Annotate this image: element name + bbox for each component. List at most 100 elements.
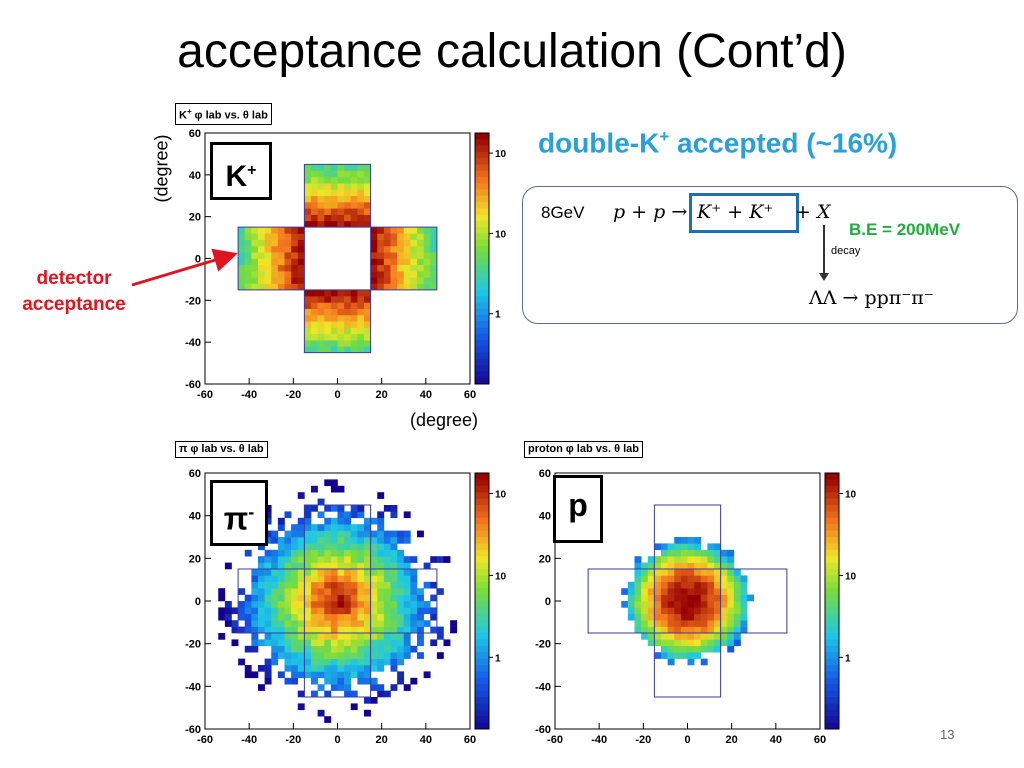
heatmap-cell xyxy=(727,620,735,627)
heatmap-cell xyxy=(397,613,405,621)
heatmap-cell xyxy=(694,633,702,640)
heatmap-cell xyxy=(390,233,398,240)
heatmap-cell xyxy=(271,652,279,659)
heatmap-cell xyxy=(330,517,338,525)
heatmap-cell xyxy=(364,709,371,717)
heatmap-cell xyxy=(720,620,728,627)
heatmap-cell xyxy=(357,530,365,538)
heatmap-cell xyxy=(680,607,688,615)
heatmap-cell xyxy=(627,607,635,615)
heatmap-cell xyxy=(304,308,312,316)
heatmap-cell xyxy=(324,652,332,659)
heatmap-cell xyxy=(344,594,352,602)
heatmap-cell xyxy=(740,575,748,583)
heatmap-cell xyxy=(297,652,305,659)
heatmap-cell xyxy=(304,652,312,659)
heatmap-cell xyxy=(417,639,424,647)
heatmap-cell xyxy=(714,645,721,653)
heatmap-cell xyxy=(647,613,655,621)
heatmap-cell xyxy=(364,543,371,551)
colorbar-segment xyxy=(825,556,839,564)
heatmap-cell xyxy=(430,283,438,291)
heatmap-cell xyxy=(264,233,272,240)
heatmap-cell xyxy=(694,543,702,551)
heatmap-cell xyxy=(238,277,246,284)
heatmap-cell xyxy=(350,626,358,634)
heatmap-cell xyxy=(258,543,265,551)
heatmap-cell xyxy=(344,346,352,353)
heatmap-cell xyxy=(687,562,695,570)
heatmap-cell xyxy=(271,626,279,634)
heatmap-cell xyxy=(317,658,325,666)
heatmap-cell xyxy=(350,183,358,190)
heatmap-cell xyxy=(410,575,418,583)
heatmap-cell xyxy=(344,677,352,685)
heatmap-cell xyxy=(390,252,398,259)
heatmap-cell xyxy=(680,588,688,595)
heatmap-cell xyxy=(423,264,431,272)
heatmap-cell xyxy=(647,588,655,595)
heatmap-cell xyxy=(251,277,259,284)
heatmap-cell xyxy=(317,202,325,209)
heatmap-cell xyxy=(251,227,259,234)
heatmap-cell xyxy=(311,530,318,538)
heatmap-cell xyxy=(317,620,325,627)
heatmap-cell xyxy=(277,581,285,589)
heatmap-cell xyxy=(674,549,682,557)
heatmap-cell xyxy=(383,601,391,608)
colorbar-segment xyxy=(825,530,839,538)
heatmap-cell xyxy=(674,569,682,576)
heatmap-cell xyxy=(377,684,385,691)
heatmap-cell xyxy=(370,227,378,234)
heatmap-cell xyxy=(390,569,398,576)
heatmap-cell xyxy=(244,665,252,672)
colorbar-segment xyxy=(475,697,489,704)
heatmap-cell xyxy=(277,575,285,583)
heatmap-cell xyxy=(297,562,305,570)
heatmap-cell xyxy=(423,283,431,291)
heatmap-cell xyxy=(251,271,259,278)
heatmap-cell xyxy=(330,308,338,316)
heatmap-cell xyxy=(258,252,265,259)
heatmap-cell xyxy=(397,556,405,563)
heatmap-cell xyxy=(357,333,365,341)
heatmap-cell xyxy=(337,639,345,647)
heatmap-cell xyxy=(720,594,728,602)
heatmap-cell xyxy=(317,511,325,519)
heatmap-cell xyxy=(700,639,708,647)
heatmap-cell xyxy=(383,620,391,627)
heatmap-cell xyxy=(330,569,338,576)
heatmap-cell xyxy=(297,227,305,234)
heatmap-cell xyxy=(383,505,391,512)
heatmap-cell xyxy=(654,569,662,576)
x-tick-label: 60 xyxy=(464,734,476,746)
heatmap-cell xyxy=(297,703,305,711)
heatmap-cell xyxy=(277,245,285,253)
colorbar-segment xyxy=(475,277,489,285)
heatmap-cell xyxy=(350,327,358,335)
heatmap-cell xyxy=(258,556,265,563)
heatmap-cell xyxy=(417,620,424,627)
heatmap-cell xyxy=(377,549,385,557)
heatmap-cell xyxy=(674,562,682,570)
x-tick-label: -60 xyxy=(547,734,563,746)
heatmap-cell xyxy=(264,556,272,563)
heatmap-cell xyxy=(311,208,318,215)
heatmap-cell xyxy=(317,665,325,672)
heatmap-cell xyxy=(264,594,272,602)
heatmap-cell xyxy=(291,524,299,531)
heatmap-cell xyxy=(324,658,332,666)
heatmap-cell xyxy=(370,665,378,672)
heatmap-cell xyxy=(251,633,259,640)
heatmap-cell xyxy=(661,633,668,640)
heatmap-cell xyxy=(403,639,411,647)
heatmap-cell xyxy=(324,537,332,544)
colorbar-segment xyxy=(475,352,489,360)
y-tick-label: 0 xyxy=(195,254,201,266)
colorbar-segment xyxy=(825,684,839,692)
reaction-kaons: K⁺ + K⁺ xyxy=(697,201,774,223)
heatmap-cell xyxy=(297,271,305,278)
heatmap-cell xyxy=(383,530,391,538)
heatmap-cell xyxy=(317,220,325,228)
heatmap-cell xyxy=(291,543,299,551)
